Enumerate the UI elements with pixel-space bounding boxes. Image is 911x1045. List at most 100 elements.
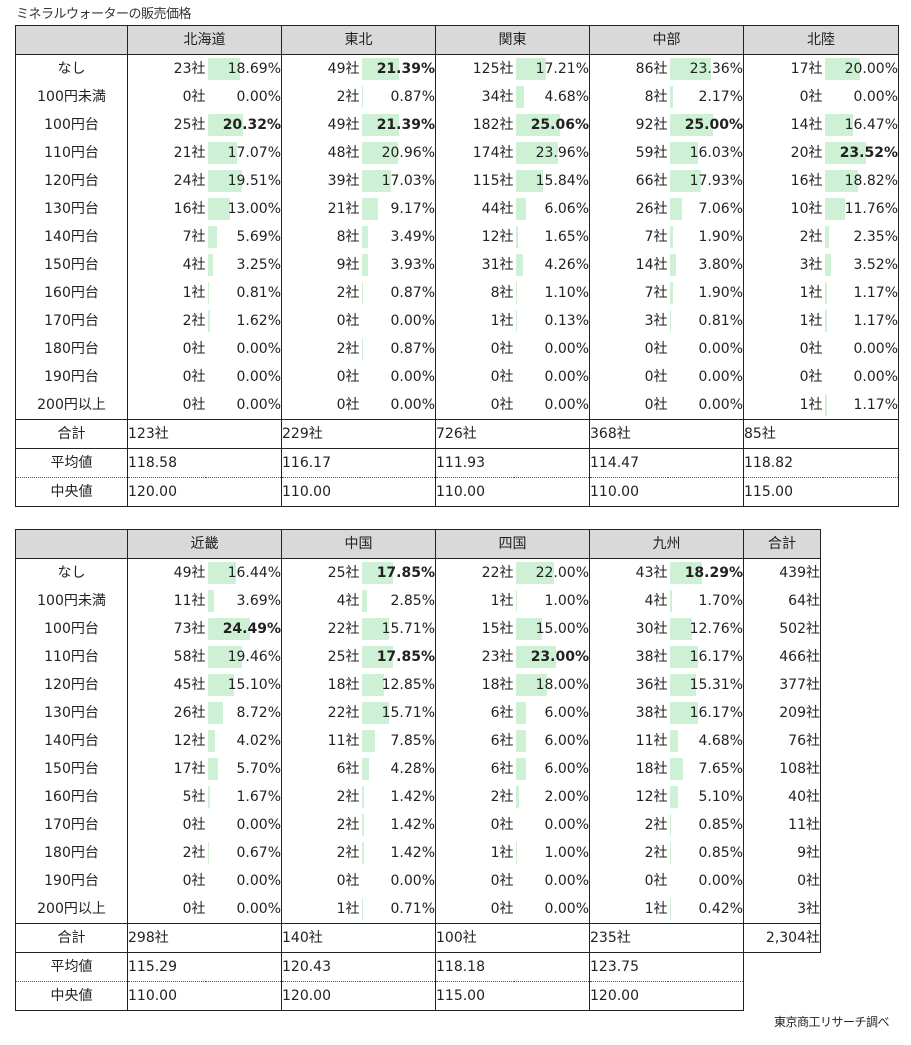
data-bar bbox=[515, 142, 558, 164]
company-count: 7社 bbox=[644, 285, 668, 301]
share-percent: 15.00% bbox=[513, 615, 590, 643]
percent-value: 0.00% bbox=[544, 397, 589, 413]
table-row: 100円未満 0社 0.00% 2社 0.87% 34社 4.68% 8社 2.17% 0社 0.0… bbox=[15, 83, 899, 111]
share-percent: 17.93% bbox=[667, 167, 744, 195]
data-bar bbox=[207, 562, 237, 584]
data-bar bbox=[669, 114, 714, 136]
percent-value: 16.47% bbox=[844, 117, 898, 133]
region-header: 中国 bbox=[281, 529, 436, 559]
company-count: 15社 bbox=[481, 621, 514, 637]
company-count: 8社 bbox=[490, 285, 514, 301]
share-percent: 0.67% bbox=[205, 839, 282, 867]
percent-value: 9.17% bbox=[390, 201, 435, 217]
company-count: 7社 bbox=[644, 229, 668, 245]
stat-mean: 115.29 bbox=[127, 952, 282, 982]
percent-value: 16.17% bbox=[689, 705, 743, 721]
share-percent: 20.00% bbox=[822, 54, 899, 83]
percent-value: 0.81% bbox=[236, 285, 281, 301]
percent-value: 1.00% bbox=[544, 845, 589, 861]
share-percent: 0.00% bbox=[667, 391, 744, 420]
data-bar bbox=[207, 114, 244, 136]
percent-value: 0.00% bbox=[236, 817, 281, 833]
company-count: 58社 bbox=[173, 649, 206, 665]
company-count: 39社 bbox=[327, 173, 360, 189]
percent-value: 0.00% bbox=[698, 341, 743, 357]
percent-value: 0.00% bbox=[544, 369, 589, 385]
price-band-label: 190円台 bbox=[15, 363, 128, 391]
share-percent: 17.85% bbox=[359, 558, 436, 587]
price-band-label: 180円台 bbox=[15, 839, 128, 867]
company-count: 30社 bbox=[635, 621, 668, 637]
percent-value: 5.69% bbox=[236, 229, 281, 245]
company-count: 34社 bbox=[481, 89, 514, 105]
percent-value: 13.00% bbox=[227, 201, 281, 217]
company-count: 0社 bbox=[182, 341, 206, 357]
share-percent: 0.00% bbox=[667, 335, 744, 363]
share-percent: 16.17% bbox=[667, 699, 744, 727]
share-percent: 17.03% bbox=[359, 167, 436, 195]
share-percent: 0.00% bbox=[359, 391, 436, 420]
percent-value: 1.70% bbox=[698, 593, 743, 609]
company-count: 38社 bbox=[635, 705, 668, 721]
region-header: 近畿 bbox=[127, 529, 282, 559]
percent-value: 0.00% bbox=[236, 89, 281, 105]
data-bar bbox=[361, 674, 385, 696]
data-bar bbox=[361, 702, 390, 724]
share-percent: 0.00% bbox=[205, 895, 282, 924]
header-row: 北海道 東北 関東 中部 北陸 bbox=[15, 25, 899, 55]
share-percent: 1.70% bbox=[667, 587, 744, 615]
company-count: 0社 bbox=[182, 901, 206, 917]
share-percent: 15.71% bbox=[359, 699, 436, 727]
grand-total-count: 502社 bbox=[743, 615, 821, 643]
grand-total-count: 40社 bbox=[743, 783, 821, 811]
share-percent: 1.00% bbox=[513, 839, 590, 867]
percent-value: 12.85% bbox=[381, 677, 435, 693]
percent-value: 21.39% bbox=[376, 117, 435, 133]
company-count: 2社 bbox=[336, 845, 360, 861]
table-row: 100円未満 11社 3.69% 4社 2.85% 1社 1.00% 4社 1.70% 64社 bbox=[15, 587, 821, 615]
table-row: 150円台 4社 3.25% 9社 3.93% 31社 4.26% 14社 3.80% 3社 3.5… bbox=[15, 251, 899, 279]
share-percent: 0.85% bbox=[667, 811, 744, 839]
percent-value: 0.85% bbox=[698, 845, 743, 861]
price-band-label: 130円台 bbox=[15, 699, 128, 727]
data-bar bbox=[207, 674, 234, 696]
data-bar bbox=[824, 394, 827, 416]
share-percent: 0.00% bbox=[667, 867, 744, 895]
company-count: 0社 bbox=[336, 873, 360, 889]
percent-value: 0.00% bbox=[853, 341, 898, 357]
share-percent: 5.70% bbox=[205, 755, 282, 783]
region-header: 東北 bbox=[281, 25, 436, 55]
data-bar bbox=[515, 226, 519, 248]
share-percent: 12.76% bbox=[667, 615, 744, 643]
company-count: 0社 bbox=[644, 341, 668, 357]
stat-median: 115.00 bbox=[743, 477, 899, 507]
share-percent: 17.21% bbox=[513, 54, 590, 83]
price-band-label: 190円台 bbox=[15, 867, 128, 895]
percent-value: 4.68% bbox=[544, 89, 589, 105]
percent-value: 16.17% bbox=[689, 649, 743, 665]
data-bar bbox=[669, 226, 673, 248]
percent-value: 25.00% bbox=[684, 117, 743, 133]
company-count: 182社 bbox=[472, 117, 514, 133]
company-count: 12社 bbox=[481, 229, 514, 245]
grand-total-count: 3社 bbox=[743, 895, 821, 924]
share-percent: 0.00% bbox=[513, 811, 590, 839]
percent-value: 0.00% bbox=[390, 369, 435, 385]
percent-value: 0.81% bbox=[698, 313, 743, 329]
percent-value: 21.39% bbox=[376, 61, 435, 77]
percent-value: 19.51% bbox=[227, 173, 281, 189]
share-percent: 0.00% bbox=[822, 335, 899, 363]
data-bar bbox=[515, 58, 546, 80]
share-percent: 9.17% bbox=[359, 195, 436, 223]
data-bar bbox=[824, 170, 858, 192]
share-percent: 6.00% bbox=[513, 727, 590, 755]
data-bar bbox=[361, 282, 364, 304]
price-band-label: 170円台 bbox=[15, 307, 128, 335]
percent-value: 2.00% bbox=[544, 789, 589, 805]
share-percent: 21.39% bbox=[359, 111, 436, 139]
data-bar bbox=[515, 618, 542, 640]
company-count: 18社 bbox=[481, 677, 514, 693]
table-row: 190円台 0社 0.00% 0社 0.00% 0社 0.00% 0社 0.00% 0社 bbox=[15, 867, 821, 895]
percent-value: 0.00% bbox=[698, 369, 743, 385]
company-count: 0社 bbox=[490, 817, 514, 833]
